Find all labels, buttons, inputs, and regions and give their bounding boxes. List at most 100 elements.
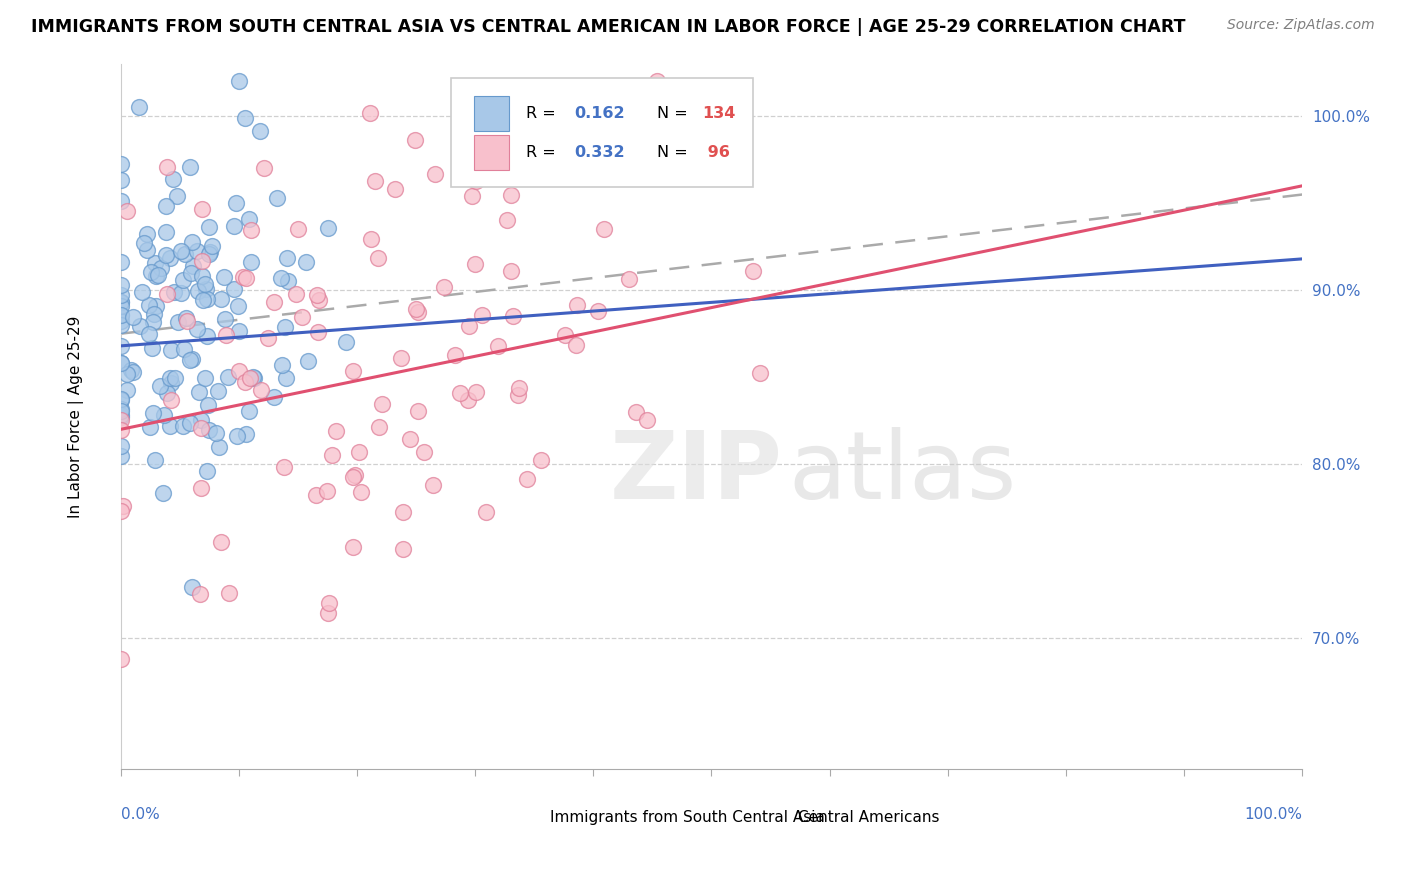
Point [152,486,174,500]
Point [111,499,134,513]
Point [188,384,211,399]
Point [173,247,195,261]
Point [110,318,132,332]
Point [190,202,212,217]
Point [156,160,179,174]
Point [172,418,194,433]
Point [156,386,179,401]
Point [110,409,132,423]
Point [110,410,132,425]
Point [516,471,538,485]
Point [228,324,250,338]
Point [422,477,444,491]
Point [214,312,236,326]
Text: 0.0%: 0.0% [121,807,159,822]
Point [318,597,340,611]
Point [238,404,260,418]
Point [212,270,235,285]
Point [224,219,246,234]
Bar [510,806,544,828]
Point [404,133,426,147]
Point [287,222,309,236]
Point [215,327,238,342]
Point [122,310,145,324]
Point [155,199,177,213]
Point [110,449,132,463]
Point [209,535,232,549]
Text: N =: N = [657,106,693,121]
Point [180,235,202,249]
Point [249,124,271,138]
Point [195,293,218,307]
Point [554,328,576,343]
Point [325,424,347,438]
Point [315,484,337,499]
Point [749,367,772,381]
Point [277,274,299,288]
Point [359,106,381,120]
Point [188,586,211,600]
Point [181,259,204,273]
Point [141,341,163,355]
Text: ZIP: ZIP [609,426,782,518]
Point [142,314,165,328]
Point [117,203,139,218]
Point [110,652,132,666]
Point [235,271,257,285]
Text: 134: 134 [702,106,735,121]
Point [316,221,339,235]
Point [449,385,471,400]
Point [342,470,364,484]
Point [444,347,467,361]
Point [110,314,132,328]
Point [207,384,229,398]
Point [305,288,328,302]
Point [110,424,132,438]
Point [506,388,529,402]
Point [316,607,339,621]
Point [741,264,763,278]
Point [461,189,484,203]
Point [195,282,218,296]
Point [143,307,166,321]
Point [253,161,276,175]
Point [110,157,132,171]
Point [110,402,132,417]
Text: IMMIGRANTS FROM SOUTH CENTRAL ASIA VS CENTRAL AMERICAN IN LABOR FORCE | AGE 25-2: IMMIGRANTS FROM SOUTH CENTRAL ASIA VS CE… [31,18,1185,36]
Point [457,392,479,407]
Point [263,294,285,309]
Point [228,74,250,88]
Point [392,541,415,556]
Point [191,269,214,284]
Point [360,232,382,246]
Point [110,308,132,322]
Point [159,371,181,385]
Point [270,358,292,372]
Point [191,253,214,268]
Point [110,278,132,293]
Point [148,268,170,282]
Point [226,429,249,443]
Point [122,366,145,380]
Point [464,174,486,188]
Point [110,254,132,268]
Text: Central Americans: Central Americans [797,810,939,825]
Point [273,320,295,334]
Point [201,239,224,253]
Point [250,383,273,397]
Point [228,299,250,313]
Point [291,310,314,324]
Point [110,339,132,353]
Point [155,248,177,262]
Point [181,352,204,367]
Point [228,364,250,378]
Point [179,352,201,367]
Point [297,354,319,368]
Point [135,244,157,258]
Text: 0.332: 0.332 [575,145,626,160]
Point [486,339,509,353]
Point [195,464,218,478]
Point [110,294,132,309]
Point [176,314,198,328]
Point [194,370,217,384]
